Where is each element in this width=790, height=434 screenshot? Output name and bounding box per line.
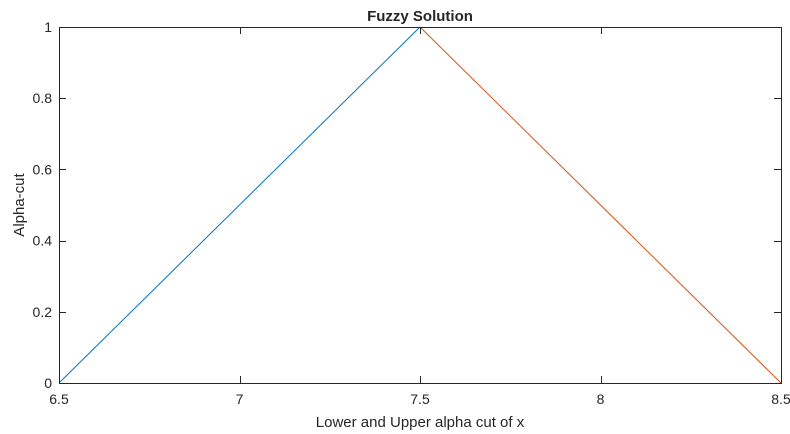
x-tick-label: 6.5 (49, 391, 69, 407)
x-tick-label: 8 (597, 391, 605, 407)
series-line-2 (419, 26, 782, 384)
y-axis-label: Alpha-cut (11, 172, 28, 236)
ticks-layer: 6.5 7 7.5 8 8.5 0 0.2 0.4 0.6 0.8 1 (33, 19, 790, 407)
chart-title: Fuzzy Solution (367, 8, 473, 25)
x-tick-label: 7.5 (410, 391, 430, 407)
x-axis-label: Lower and Upper alpha cut of x (316, 414, 525, 431)
x-tick-label: 8.5 (771, 391, 790, 407)
x-tick-label: 7 (236, 391, 244, 407)
y-tick-label: 0.4 (33, 233, 53, 249)
series-layer (58, 26, 782, 384)
y-tick-label: 0 (44, 375, 52, 391)
y-tick-label: 0.8 (33, 90, 53, 106)
y-tick-label: 0.6 (33, 161, 53, 177)
y-tick-label: 1 (44, 19, 52, 35)
series-line-1 (58, 26, 421, 384)
plot-area (59, 27, 781, 383)
y-tick-label: 0.2 (33, 304, 53, 320)
plot-border (59, 27, 782, 384)
